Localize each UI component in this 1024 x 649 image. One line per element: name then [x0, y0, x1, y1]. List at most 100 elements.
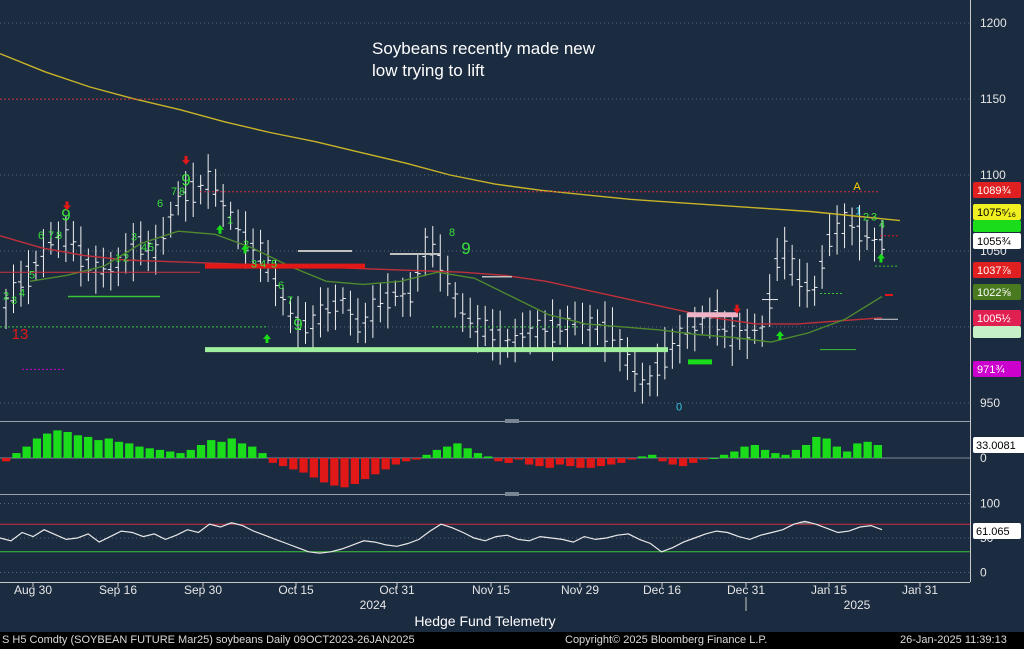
price-label-text: 1005½ [977, 313, 1011, 325]
price-label: 1022⅝ [973, 284, 1021, 300]
histogram-bar [443, 446, 452, 458]
histogram-bar [494, 458, 503, 462]
histogram-bar [873, 445, 882, 458]
footer-timestamp: 26-Jan-2025 11:39:13 [900, 634, 1007, 646]
histogram-bar [422, 454, 431, 459]
histogram-bar [278, 458, 288, 467]
histogram-bar [12, 453, 21, 458]
sequential-count: 5 [29, 269, 35, 281]
grid-lines [0, 22, 970, 573]
histogram-bar [771, 453, 780, 458]
histogram-bar [617, 458, 626, 463]
price-label-box [973, 262, 1021, 278]
price-label-text: 1055¾ [977, 236, 1011, 248]
sequential-count: 2 [863, 212, 869, 224]
histogram-bar [43, 433, 52, 458]
price-label-text: 1075⁵⁄₁₆ [977, 207, 1016, 219]
histogram-bar [576, 458, 585, 468]
histogram-bar [289, 458, 298, 470]
sequential-count: 6 [38, 230, 44, 242]
histogram-bar [802, 445, 811, 458]
sequential-count: 3 [251, 259, 257, 271]
histogram-bar [504, 458, 513, 463]
price-label-text: 1089¾ [977, 185, 1011, 197]
sequential-count: 2 [3, 291, 9, 303]
x-year-label: 2024 [360, 598, 387, 612]
histogram-bar [186, 449, 195, 458]
histogram-bar [104, 438, 113, 458]
x-tick-label: Dec 16 [643, 583, 681, 597]
y-tick-label: 1150 [980, 92, 1006, 106]
price-label: 1075⁵⁄₁₆ [973, 204, 1021, 220]
histogram-bar [125, 443, 134, 458]
histogram-bar [114, 441, 124, 459]
sell-arrow-icon [182, 155, 190, 165]
histogram-bar [217, 441, 226, 459]
sequential-count: 2 [123, 253, 129, 265]
histogram-bar [566, 458, 575, 467]
histogram-bar [555, 458, 565, 465]
histogram-bar [237, 443, 247, 458]
histogram-bar [53, 430, 62, 458]
x-tick-label: Oct 15 [278, 583, 314, 597]
moving-average-line [0, 235, 883, 325]
histogram-bar [822, 438, 831, 458]
value-label-text: 61.065 [976, 526, 1010, 538]
x-tick-label: Aug 30 [14, 583, 52, 597]
histogram-bar [607, 458, 616, 465]
x-tick-label: Dec 31 [727, 583, 765, 597]
rsi-value-label: 61.065 [973, 523, 1021, 539]
axes: 950100010501100115012001089¾1075⁵⁄₁₆1055… [0, 0, 1024, 612]
sequential-count: 7 [287, 295, 293, 307]
sequential-count: 1 [115, 253, 121, 265]
price-label-background [973, 326, 1021, 338]
x-tick-label: Oct 31 [379, 583, 415, 597]
histogram-bar [719, 454, 729, 459]
histogram-bar [668, 458, 677, 465]
sell-arrow-icon [733, 304, 741, 314]
sequential-count: 13 [12, 326, 29, 343]
histogram-bar [514, 458, 524, 460]
sequential-count: 7 [48, 230, 54, 242]
sequential-count: 9 [293, 315, 302, 334]
sequential-count: 8 [449, 227, 455, 239]
sequential-count: 6 [157, 198, 163, 210]
x-tick-label: Sep 30 [184, 583, 222, 597]
histogram-bar [586, 458, 595, 468]
buy-arrow-icon [241, 244, 249, 254]
sequential-count: 9 [181, 171, 190, 190]
price-label-box [973, 284, 1021, 300]
histogram-bar [596, 458, 606, 467]
histogram-bar [453, 443, 462, 458]
histogram-bar [340, 458, 349, 488]
histogram-bar [678, 458, 688, 467]
buy-arrow-icon [263, 334, 271, 344]
footer-bar: S H5 Comdty (SOYBEAN FUTURE Mar25) soybe… [0, 632, 1024, 649]
price-label-box [973, 204, 1021, 220]
histogram-bar [299, 458, 308, 473]
sequential-count: 8 [179, 186, 185, 198]
x-tick-label: Jan 15 [811, 583, 847, 597]
histogram-bar [709, 458, 718, 459]
histogram-bar [22, 446, 31, 458]
histogram-bar [689, 458, 698, 463]
histogram-bar [730, 451, 739, 458]
histogram-bar [84, 436, 93, 458]
rsi-panel [0, 520, 970, 554]
sequential-count: 9 [461, 239, 470, 258]
histogram-bar [330, 458, 339, 486]
price-label-text: 1022⅝ [977, 287, 1011, 299]
histogram-value-label: 33.0081 [973, 437, 1024, 453]
histogram-bar [268, 458, 277, 463]
oscillator-panel [2, 430, 882, 488]
histogram-bar [525, 458, 534, 465]
sequential-count: 5 [148, 242, 154, 254]
x-tick-label: Jan 31 [902, 583, 938, 597]
buy-arrow-icon [877, 253, 885, 263]
rsi-shade [226, 522, 237, 525]
histogram-bar [740, 446, 749, 458]
histogram-bar [484, 456, 493, 458]
histogram-bar [648, 454, 657, 459]
